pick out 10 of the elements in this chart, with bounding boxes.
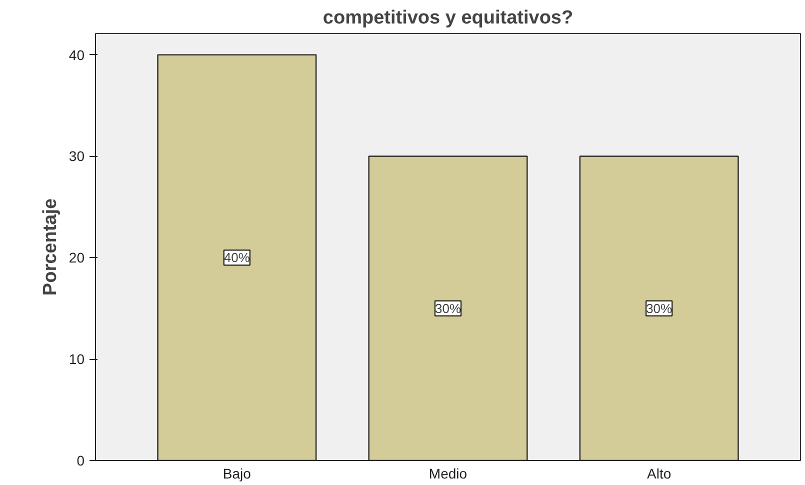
- y-tick-label: 30: [68, 148, 85, 164]
- y-tick-label: 40: [68, 46, 85, 63]
- x-tick-label: Bajo: [222, 466, 252, 482]
- x-tick-label: Medio: [428, 466, 468, 482]
- y-axis-title: Porcentaje: [40, 198, 61, 296]
- y-tick-label: 20: [68, 250, 85, 266]
- y-tick-label: 10: [68, 351, 85, 368]
- y-tick-label: 0: [76, 452, 85, 468]
- chart-title: competitivos y equitativos?: [322, 8, 574, 28]
- x-tick-label: Alto: [647, 466, 672, 482]
